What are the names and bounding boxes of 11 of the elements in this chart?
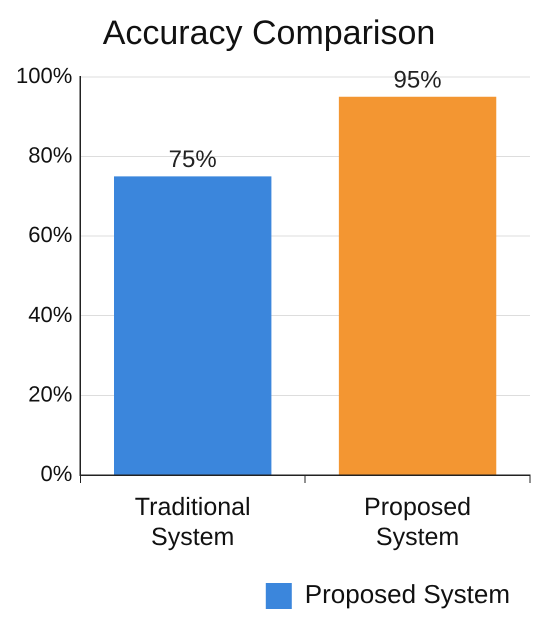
y-tick-label: 80% — [28, 142, 72, 168]
chart-title: Accuracy Comparison — [102, 14, 436, 52]
legend-label: Proposed System — [304, 579, 510, 610]
y-tick-label: 100% — [16, 62, 72, 88]
y-tick-label: 60% — [28, 222, 72, 248]
data-label: 75% — [168, 146, 217, 173]
y-tick-label: 0% — [40, 461, 72, 486]
y-tick-label: 20% — [28, 381, 72, 406]
x-tick-label: Traditional System — [134, 492, 251, 551]
y-tick-label: 40% — [28, 302, 72, 327]
data-label: 95% — [394, 66, 442, 94]
